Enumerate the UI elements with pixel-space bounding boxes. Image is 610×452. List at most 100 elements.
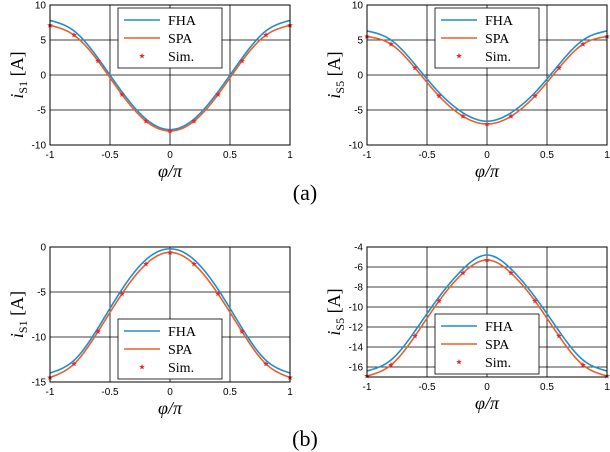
x-tick-label: 1 bbox=[604, 382, 610, 393]
axes-frame bbox=[49, 246, 291, 383]
axes-frame bbox=[366, 246, 608, 378]
legend-label: SPA bbox=[485, 32, 510, 47]
sim-point bbox=[143, 118, 149, 124]
x-tick-label: -0.5 bbox=[418, 150, 436, 161]
legend-swatch-sim bbox=[456, 359, 462, 365]
sim-point bbox=[580, 41, 586, 47]
y-tick-label: -5 bbox=[354, 106, 363, 117]
sim-point bbox=[95, 58, 101, 64]
y-axis-label-unit: [A] bbox=[7, 51, 27, 81]
y-axis-label: iS1 [A] bbox=[7, 51, 30, 98]
sim-point bbox=[71, 361, 77, 367]
x-tick-label: 0.5 bbox=[223, 150, 237, 161]
y-axis-label-unit: [A] bbox=[324, 51, 344, 81]
panel-label-a: (a) bbox=[293, 180, 317, 205]
y-axis-label-main: i bbox=[324, 331, 344, 336]
y-axis-label-sub: S1 bbox=[16, 320, 30, 333]
y-axis-label: iS1 [A] bbox=[7, 291, 30, 338]
legend-label: FHA bbox=[168, 14, 197, 29]
chart-b-right: -1 -0.5 0 0.5 1 -16 -14 -12 -10 -8 -6 -4 φ/π iS5 [A] F… bbox=[324, 243, 610, 414]
sim-point bbox=[191, 261, 197, 267]
y-tick-label: 0 bbox=[40, 243, 46, 254]
x-tick-label: 1 bbox=[287, 150, 293, 161]
x-tick-label: -1 bbox=[363, 382, 372, 393]
legend: FHA SPA Sim. bbox=[434, 313, 540, 375]
sim-point bbox=[239, 58, 245, 64]
sim-point bbox=[71, 32, 77, 38]
sim-point bbox=[532, 298, 538, 304]
sim-point bbox=[119, 290, 125, 297]
x-axis-label: φ/π bbox=[158, 161, 183, 181]
sim-point bbox=[215, 91, 221, 98]
legend-label: FHA bbox=[168, 325, 197, 340]
y-tick-label: 10 bbox=[352, 1, 364, 12]
sim-point bbox=[412, 333, 418, 339]
sim-point bbox=[263, 361, 269, 367]
x-tick-label: -0.5 bbox=[101, 150, 119, 161]
y-axis-label-sub: S5 bbox=[333, 318, 347, 331]
y-tick-label: 10 bbox=[35, 1, 47, 12]
sim-point bbox=[460, 270, 466, 276]
legend-swatch-sim bbox=[139, 364, 145, 370]
y-tick-label: 0 bbox=[357, 71, 363, 82]
panel-label-b: (b) bbox=[292, 426, 318, 451]
y-axis-label-sub: S5 bbox=[333, 81, 347, 94]
x-tick-label: 0.5 bbox=[540, 150, 554, 161]
legend-label: Sim. bbox=[168, 361, 194, 376]
sim-point bbox=[239, 328, 245, 335]
x-tick-label: -0.5 bbox=[418, 382, 436, 393]
legend-label: SPA bbox=[168, 32, 193, 47]
y-tick-label: -5 bbox=[37, 106, 46, 117]
y-tick-label: -5 bbox=[37, 288, 46, 299]
x-tick-label: 0 bbox=[484, 150, 490, 161]
chart-a-right: -1 -0.5 0 0.5 1 -10 -5 0 5 10 φ/π iS5 [A] FHA SPA Sim. bbox=[324, 1, 610, 182]
x-tick-label: 0 bbox=[484, 382, 490, 393]
x-tick-label: 0 bbox=[167, 387, 173, 398]
y-axis-label-main: i bbox=[7, 94, 27, 99]
axes-frame bbox=[366, 4, 608, 146]
x-tick-label: 0 bbox=[167, 150, 173, 161]
y-axis-label: iS5 [A] bbox=[324, 51, 347, 98]
legend-swatch-sim bbox=[139, 53, 145, 59]
x-axis-label: φ/π bbox=[158, 398, 183, 418]
y-tick-label: -10 bbox=[32, 333, 47, 344]
x-tick-label: 0.5 bbox=[223, 387, 237, 398]
axes-frame bbox=[49, 4, 291, 146]
y-axis-label-unit: [A] bbox=[7, 291, 27, 321]
x-tick-label: -0.5 bbox=[101, 387, 119, 398]
y-tick-label: -10 bbox=[32, 141, 47, 152]
legend-label: Sim. bbox=[485, 356, 511, 371]
y-tick-label: 0 bbox=[40, 71, 46, 82]
x-tick-label: -1 bbox=[46, 150, 55, 161]
sim-point bbox=[484, 257, 490, 263]
legend-label: FHA bbox=[485, 320, 514, 335]
y-tick-label: 5 bbox=[40, 36, 46, 47]
y-tick-label: -12 bbox=[349, 323, 364, 334]
legend-label: FHA bbox=[485, 14, 514, 29]
sim-point bbox=[436, 298, 442, 304]
sim-point bbox=[388, 362, 394, 368]
series-line-fha bbox=[367, 254, 607, 372]
y-axis-label-main: i bbox=[7, 333, 27, 338]
y-tick-label: -14 bbox=[349, 343, 364, 354]
y-tick-label: -6 bbox=[354, 263, 363, 274]
x-tick-label: -1 bbox=[363, 150, 372, 161]
sim-point bbox=[167, 128, 173, 134]
legend: FHA SPA Sim. bbox=[117, 7, 223, 69]
x-axis-label: φ/π bbox=[475, 393, 500, 413]
sim-point bbox=[484, 121, 490, 127]
y-tick-label: -4 bbox=[354, 243, 363, 254]
y-axis-label-unit: [A] bbox=[324, 288, 344, 318]
sim-point bbox=[119, 91, 125, 98]
y-axis-label-sub: S1 bbox=[16, 81, 30, 94]
sim-point bbox=[508, 270, 514, 276]
sim-point bbox=[143, 261, 149, 267]
y-tick-label: -15 bbox=[32, 378, 47, 389]
legend-label: Sim. bbox=[168, 50, 194, 65]
x-tick-label: 1 bbox=[287, 387, 293, 398]
y-tick-label: -10 bbox=[349, 141, 364, 152]
sim-point bbox=[580, 362, 586, 368]
legend-label: SPA bbox=[168, 343, 193, 358]
